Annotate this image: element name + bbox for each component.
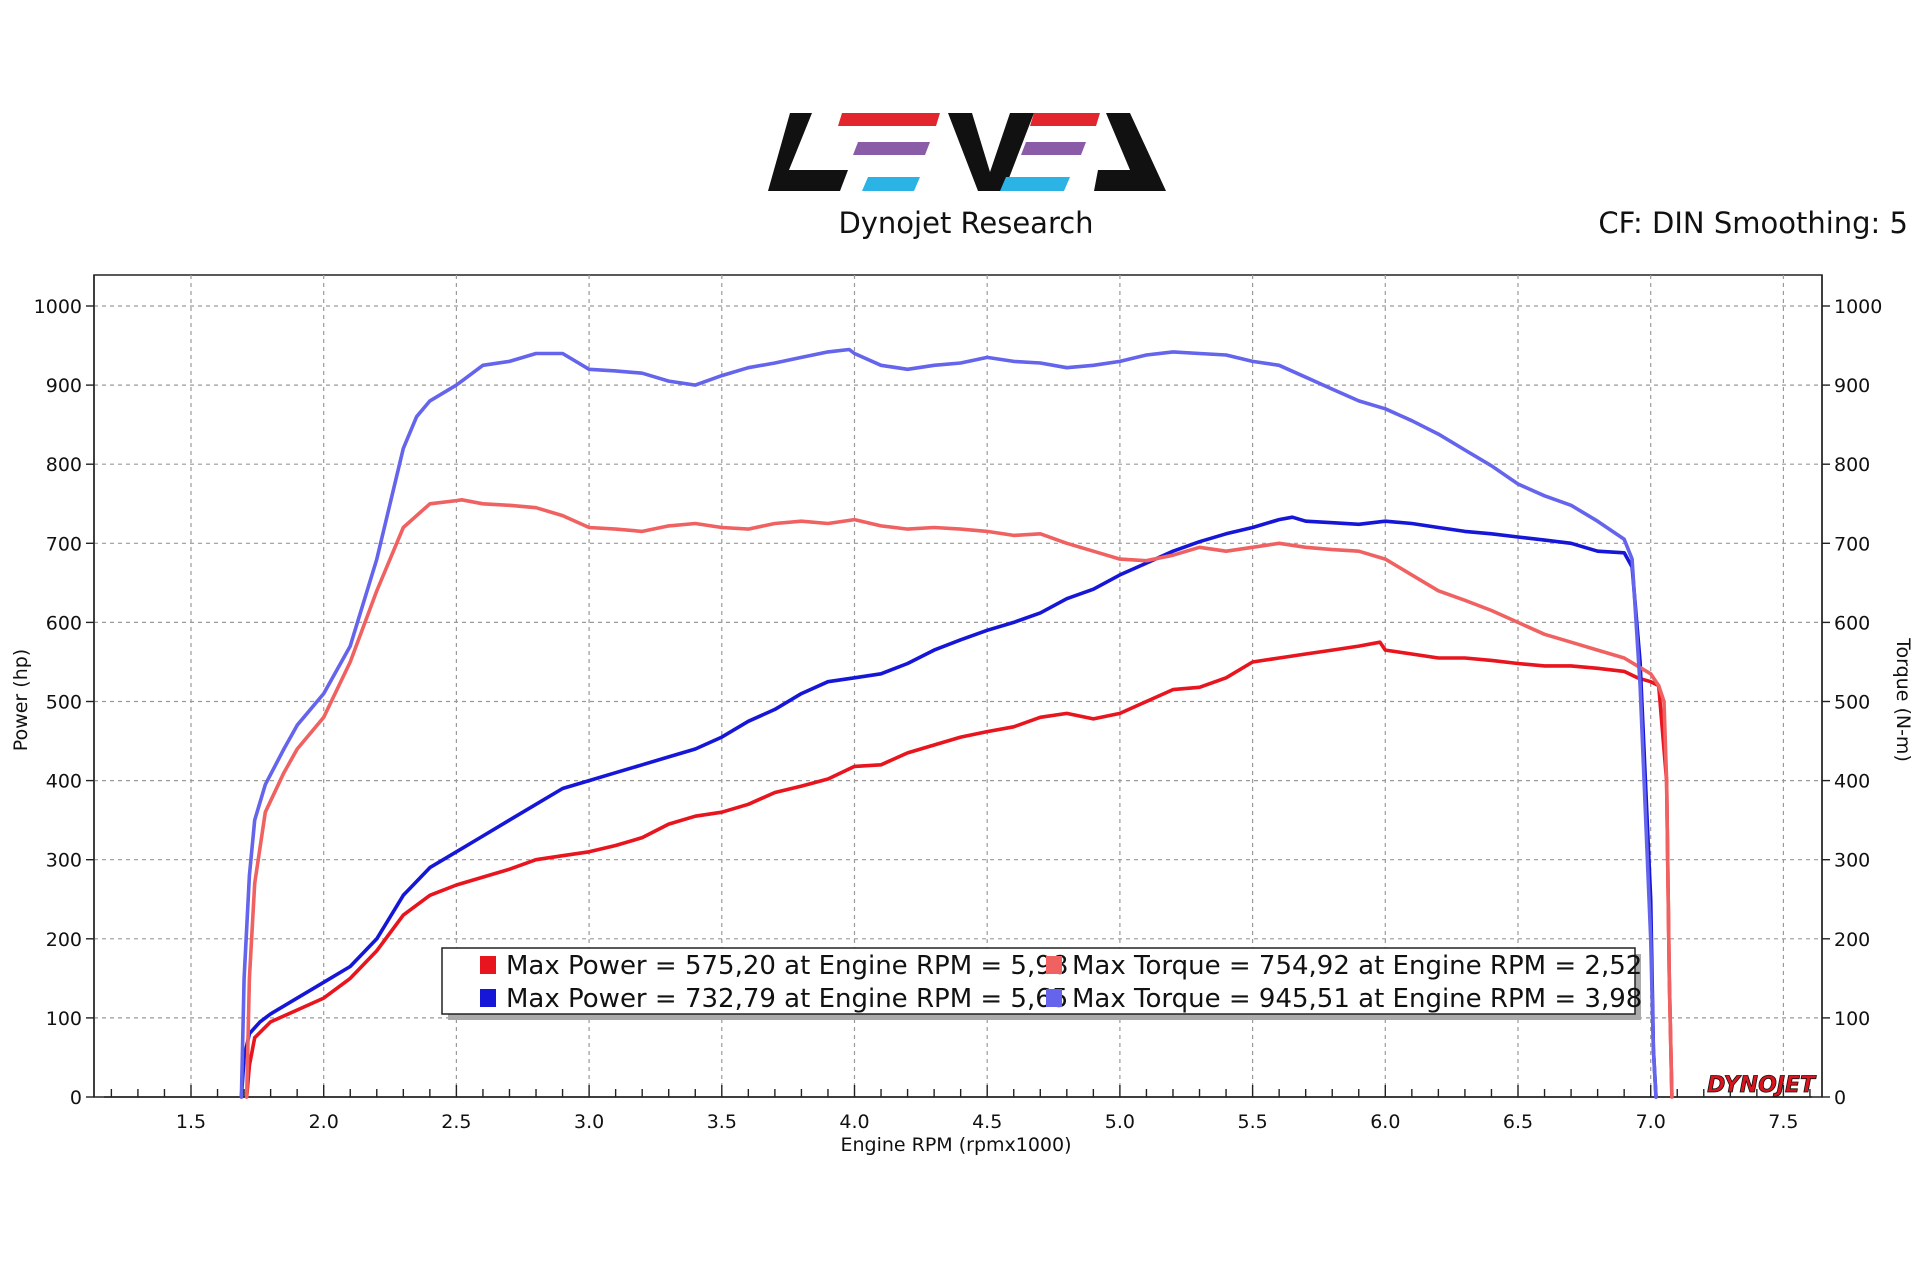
legend-swatch-3 bbox=[1046, 989, 1062, 1007]
logo-bar-purple-1 bbox=[853, 142, 930, 155]
left-tick-label-1: 100 bbox=[46, 1008, 82, 1030]
legend-swatch-0 bbox=[480, 956, 496, 974]
series-power-red bbox=[244, 640, 1674, 1099]
legend-box bbox=[441, 947, 1636, 1015]
logo-letter-v bbox=[948, 113, 1034, 191]
legend-entry-0: Max Power = 575,20 at Engine RPM = 5,98 bbox=[506, 951, 1068, 981]
level-logo bbox=[768, 113, 1166, 191]
right-tick-label-6: 600 bbox=[1834, 612, 1870, 634]
grid bbox=[94, 275, 1822, 1097]
logo-letter-mirrored-l bbox=[1094, 113, 1166, 191]
logo-bar-red-1 bbox=[838, 113, 940, 126]
right-tick-label-7: 700 bbox=[1834, 533, 1870, 555]
left-tick-label-7: 700 bbox=[46, 533, 82, 555]
right-tick-label-3: 300 bbox=[1834, 850, 1870, 872]
series-layer bbox=[239, 347, 1674, 1099]
logo-bar-cyan-1 bbox=[862, 177, 920, 191]
series-torque-red bbox=[244, 498, 1674, 1099]
x-tick-label-4: 3.5 bbox=[707, 1111, 737, 1133]
right-tick-label-4: 400 bbox=[1834, 771, 1870, 793]
x-tick-label-6: 4.5 bbox=[972, 1111, 1002, 1133]
right-tick-label-10: 1000 bbox=[1834, 296, 1882, 318]
right-tick-label-2: 200 bbox=[1834, 929, 1870, 951]
left-tick-label-8: 800 bbox=[46, 454, 82, 476]
x-tick-label-5: 4.0 bbox=[839, 1111, 869, 1133]
logo-letter-l bbox=[768, 113, 848, 191]
x-tick-label-8: 5.5 bbox=[1237, 1111, 1267, 1133]
x-tick-label-2: 2.5 bbox=[441, 1111, 471, 1133]
legend-entry-3: Max Torque = 945,51 at Engine RPM = 3,98 bbox=[1072, 984, 1642, 1014]
dynojet-watermark: DYNOJET bbox=[1707, 1073, 1817, 1098]
x-tick-label-3: 3.0 bbox=[574, 1111, 604, 1133]
x-tick-label-1: 2.0 bbox=[309, 1111, 339, 1133]
right-tick-label-8: 800 bbox=[1834, 454, 1870, 476]
right-tick-label-9: 900 bbox=[1834, 375, 1870, 397]
left-y-axis: 0 100 200 300 400 500 600 700 800 900 1000 bbox=[34, 296, 94, 1109]
header-subtitle: Dynojet Research bbox=[838, 206, 1093, 240]
x-tick-label-12: 7.5 bbox=[1768, 1111, 1798, 1133]
x-tick-label-7: 5.0 bbox=[1105, 1111, 1135, 1133]
left-tick-label-3: 300 bbox=[46, 850, 82, 872]
right-tick-label-0: 0 bbox=[1834, 1087, 1846, 1109]
left-tick-label-5: 500 bbox=[46, 692, 82, 714]
logo-bar-purple-2 bbox=[1021, 142, 1086, 155]
right-tick-label-5: 500 bbox=[1834, 692, 1870, 714]
right-y-axis: 0 100 200 300 400 500 600 700 800 900 1000 bbox=[1822, 296, 1882, 1109]
left-tick-label-2: 200 bbox=[46, 929, 82, 951]
legend: Max Power = 575,20 at Engine RPM = 5,98 … bbox=[441, 947, 1642, 1020]
right-tick-label-1: 100 bbox=[1834, 1008, 1870, 1030]
left-tick-label-9: 900 bbox=[46, 375, 82, 397]
left-axis-title: Power (hp) bbox=[10, 649, 32, 751]
x-axis: 1.5 2.0 2.5 3.0 3.5 4.0 4.5 5.0 5.5 6.0 6.5 7.0 7.5 bbox=[104, 1085, 1812, 1133]
x-tick-label-10: 6.5 bbox=[1503, 1111, 1533, 1133]
x-tick-label-9: 6.0 bbox=[1370, 1111, 1400, 1133]
left-tick-label-6: 600 bbox=[46, 612, 82, 634]
logo-bar-red-2 bbox=[1030, 113, 1100, 126]
x-axis-title: Engine RPM (rpmx1000) bbox=[840, 1134, 1071, 1156]
logo-bar-cyan-2 bbox=[1000, 177, 1070, 191]
legend-swatch-1 bbox=[1046, 956, 1062, 974]
right-axis-title: Torque (N-m) bbox=[1892, 637, 1914, 762]
x-tick-label-0: 1.5 bbox=[176, 1111, 206, 1133]
left-tick-label-4: 400 bbox=[46, 771, 82, 793]
left-tick-label-0: 0 bbox=[70, 1087, 82, 1109]
x-tick-label-11: 7.0 bbox=[1636, 1111, 1666, 1133]
legend-entry-1: Max Torque = 754,92 at Engine RPM = 2,52 bbox=[1072, 951, 1642, 981]
series-torque-blue bbox=[239, 347, 1658, 1099]
legend-swatch-2 bbox=[480, 989, 496, 1007]
legend-entry-2: Max Power = 732,79 at Engine RPM = 5,65 bbox=[506, 984, 1068, 1014]
series-power-blue bbox=[239, 515, 1658, 1099]
left-tick-label-10: 1000 bbox=[34, 296, 82, 318]
header-settings: CF: DIN Smoothing: 5 bbox=[1598, 206, 1908, 240]
